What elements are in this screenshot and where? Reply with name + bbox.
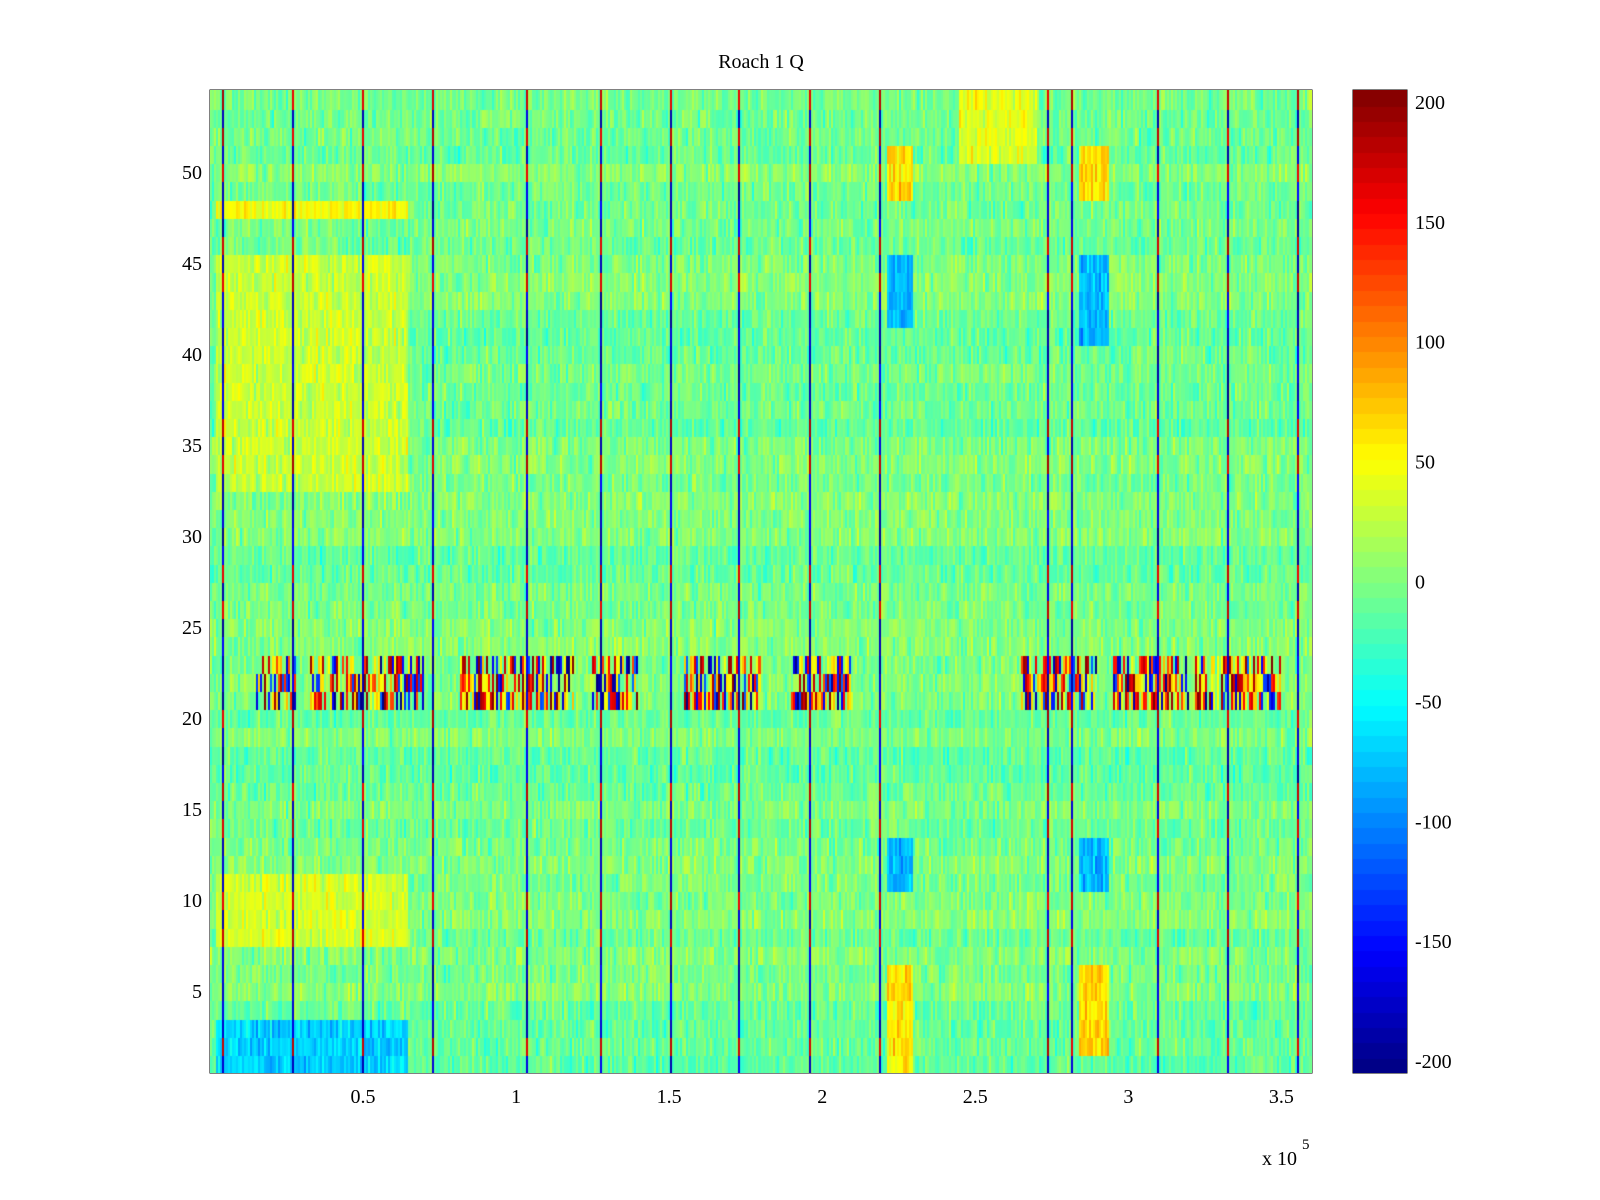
x-tick-label: 0.5 (351, 1086, 376, 1108)
y-tick-label: 50 (182, 162, 202, 184)
colorbar-tick-label: -50 (1415, 691, 1442, 713)
x-tick-label: 2 (817, 1086, 827, 1108)
colorbar-tick-label: 150 (1415, 212, 1445, 234)
x-tick-label: 3 (1123, 1086, 1133, 1108)
y-tick-label: 10 (182, 890, 202, 912)
y-tick-label: 40 (182, 344, 202, 366)
chart-title: Roach 1 Q (718, 51, 804, 73)
x-tick-label: 1.5 (657, 1086, 682, 1108)
colorbar-tick-label: -150 (1415, 931, 1452, 953)
x-exponent-power: 5 (1302, 1137, 1310, 1153)
colorbar-tick-label: 50 (1415, 452, 1435, 474)
heatmap-image (210, 90, 1312, 1073)
y-tick-label: 25 (182, 617, 202, 639)
x-tick-label: 1 (511, 1086, 521, 1108)
y-tick-label: 20 (182, 708, 202, 730)
y-tick-label: 45 (182, 253, 202, 275)
y-tick-label: 30 (182, 526, 202, 548)
colorbar-tick-label: -100 (1415, 811, 1452, 833)
colorbar-tick-label: 0 (1415, 572, 1425, 594)
x-tick-label: 2.5 (963, 1086, 988, 1108)
axes: 0.5 1 1.5 2 2.5 3 3.5 5 10 15 20 25 30 35 40 45 50 (182, 89, 1313, 1108)
x-exponent-base: x 10 (1262, 1148, 1297, 1170)
colorbar-tick-label: -200 (1415, 1051, 1452, 1073)
x-exponent-label: x 10 5 (1262, 1137, 1310, 1170)
y-tick-label: 35 (182, 435, 202, 457)
x-tick-label: 3.5 (1269, 1086, 1294, 1108)
y-tick-label: 5 (192, 981, 202, 1003)
colorbar-tick-label: 200 (1415, 92, 1445, 114)
colorbar-tick-label: 100 (1415, 332, 1445, 354)
y-tick-label: 15 (182, 799, 202, 821)
colorbar-gradient (1353, 90, 1407, 1073)
